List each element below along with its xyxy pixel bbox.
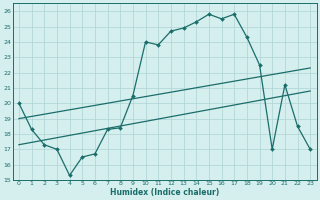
X-axis label: Humidex (Indice chaleur): Humidex (Indice chaleur) [110, 188, 219, 197]
